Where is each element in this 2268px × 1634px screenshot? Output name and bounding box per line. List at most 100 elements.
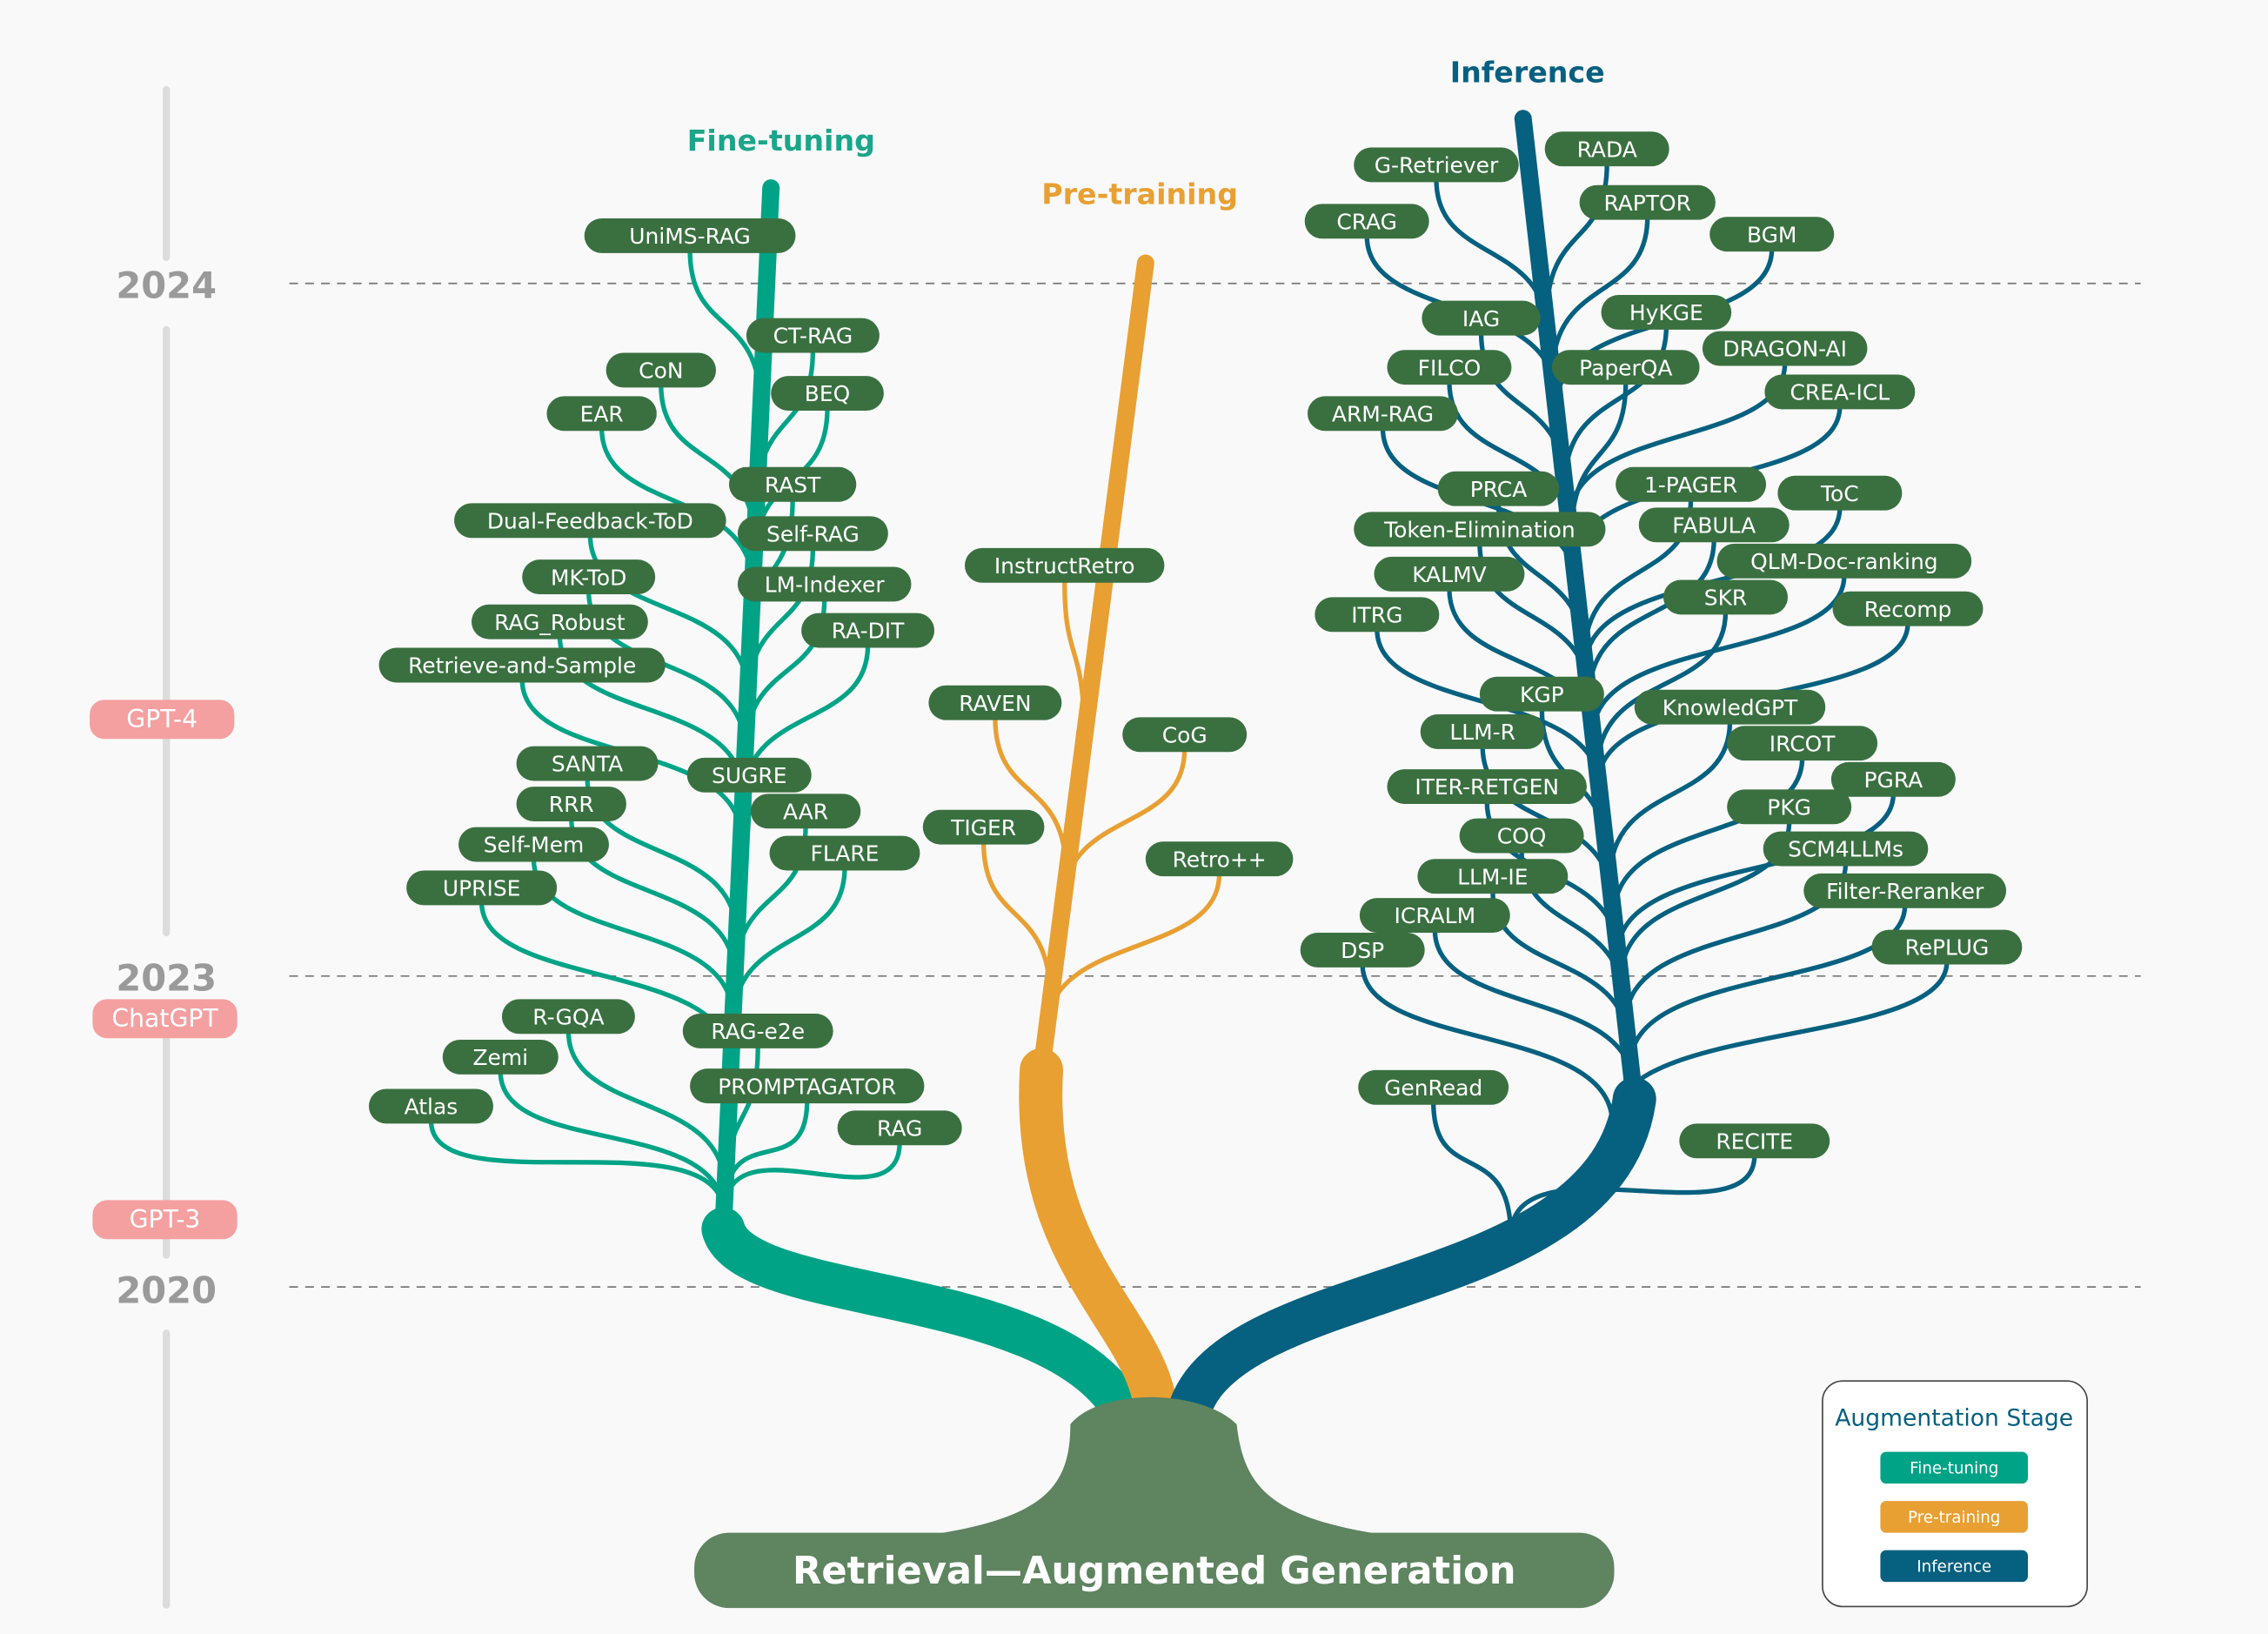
- method-node: IAG: [1422, 300, 1541, 336]
- method-node-pill: [605, 352, 717, 388]
- method-node: SANTA: [516, 746, 659, 781]
- branch-title-pre-training: Pre-training: [1041, 177, 1238, 211]
- method-node: InstructRetro: [964, 547, 1165, 583]
- legend-swatch-inference: [1880, 1550, 2029, 1583]
- method-node-pill: [516, 787, 626, 821]
- method-node-label: FILCO: [1418, 355, 1482, 380]
- method-node-pill: [442, 1039, 559, 1075]
- method-node-pill: [522, 559, 656, 595]
- method-node-pill: [1315, 597, 1440, 633]
- method-node-pill: [584, 218, 796, 253]
- method-node-label: UPRISE: [443, 876, 521, 901]
- method-node-pill: [454, 503, 726, 539]
- method-node: QLM-Doc-ranking: [1716, 543, 1972, 579]
- model-badge-label: GPT-3: [130, 1205, 201, 1234]
- method-node: RA-DIT: [801, 613, 935, 648]
- method-node: ARM-RAG: [1308, 396, 1458, 432]
- method-node: PRCA: [1437, 471, 1560, 506]
- method-node: RECITE: [1679, 1123, 1830, 1159]
- year-label: 2024: [116, 264, 217, 306]
- method-node: RRR: [516, 787, 626, 821]
- trunk-base-inference: [1164, 1077, 1656, 1446]
- method-node: KALMV: [1374, 556, 1525, 592]
- method-node: RAVEN: [928, 685, 1062, 720]
- method-node-label: RAPTOR: [1603, 191, 1691, 216]
- method-node-pill: [1122, 717, 1248, 753]
- trunk-base-fine_tuning: [701, 1207, 1154, 1446]
- method-node-pill: [1544, 131, 1669, 167]
- root: Retrieval—Augmented Generation: [694, 1396, 1615, 1609]
- method-node: BEQ: [771, 376, 884, 411]
- method-node-label: AAR: [783, 799, 828, 824]
- method-node-pill: [1354, 147, 1519, 183]
- method-node: LLM-IE: [1417, 859, 1569, 894]
- method-node: CT-RAG: [746, 318, 880, 353]
- method-node: PaperQA: [1551, 350, 1700, 385]
- method-node-label: Zemi: [472, 1045, 528, 1070]
- method-node: Dual-Feedback-ToD: [454, 503, 726, 539]
- method-node: 1-PAGER: [1616, 466, 1767, 502]
- branch-line: [1360, 964, 1615, 1124]
- method-node-label: CT-RAG: [773, 324, 853, 349]
- legend: Augmentation Stage Fine-tuning Pre-train…: [1822, 1380, 2089, 1608]
- method-node-pill: [1359, 898, 1510, 933]
- branch-line: [565, 1030, 728, 1190]
- method-node-label: ARM-RAG: [1332, 401, 1434, 426]
- method-node-pill: [1374, 556, 1525, 592]
- method-node: EAR: [546, 396, 657, 432]
- method-node-pill: [1354, 512, 1606, 547]
- branch-line: [498, 1071, 726, 1215]
- method-node-label: DSP: [1341, 938, 1384, 963]
- method-node-label: G-Retriever: [1375, 153, 1499, 178]
- method-node: Zemi: [442, 1039, 559, 1075]
- method-node-label: BEQ: [805, 381, 850, 406]
- method-nodes: UniMS-RAG CT-RAG CoN BEQ EAR RAST Dual-Feedbac…: [368, 131, 2023, 1159]
- method-node: Filter-Reranker: [1803, 873, 2007, 908]
- method-node: ToC: [1777, 475, 1903, 511]
- method-node-label: LM-Indexer: [765, 573, 886, 598]
- method-node-pill: [378, 647, 666, 683]
- timeline: 2024 2023 2020 GPT-4 ChatGPT GPT-3: [90, 85, 2141, 1609]
- method-node-label: Retrieve-and-Sample: [408, 653, 636, 679]
- method-node-pill: [1417, 859, 1569, 894]
- branch-line: [599, 427, 755, 587]
- method-node-label: R-GQA: [532, 1004, 604, 1029]
- method-node-pill: [737, 566, 912, 602]
- model-badge-label: ChatGPT: [111, 1004, 218, 1033]
- method-node-label: SCM4LLMs: [1788, 837, 1903, 862]
- method-node-pill: [1638, 507, 1790, 543]
- method-node-label: LLM-R: [1449, 720, 1515, 745]
- method-node-pill: [801, 613, 935, 648]
- method-node-label: KGP: [1520, 682, 1564, 707]
- method-node: RADA: [1544, 131, 1669, 167]
- legend-item: Fine-tuning: [1910, 1460, 1998, 1478]
- method-node: GenRead: [1358, 1069, 1509, 1105]
- branch-line: [1611, 757, 1805, 917]
- method-node: RAG_Robust: [472, 604, 648, 640]
- method-node-label: RAG_Robust: [494, 610, 626, 635]
- method-node: FILCO: [1387, 350, 1512, 385]
- method-node: KGP: [1479, 676, 1604, 712]
- branch-line: [730, 867, 847, 1027]
- method-node: ITRG: [1315, 597, 1440, 633]
- root-banner: [694, 1532, 1615, 1609]
- method-node: UniMS-RAG: [584, 218, 796, 253]
- method-node-label: RRR: [549, 792, 594, 817]
- method-node-pill: [1479, 676, 1604, 712]
- method-node-label: Dual-Feedback-ToD: [487, 508, 693, 533]
- method-node-label: RA-DIT: [832, 619, 905, 644]
- method-node-label: KALMV: [1412, 562, 1486, 587]
- branch-line: [721, 1142, 902, 1215]
- method-node: SCM4LLMs: [1763, 831, 1929, 867]
- method-node: HyKGE: [1601, 295, 1732, 330]
- model-badge-label: GPT-4: [126, 705, 197, 733]
- branch-line: [1508, 1155, 1757, 1236]
- branch-line: [1431, 1102, 1514, 1236]
- method-node: Recomp: [1832, 591, 1984, 626]
- method-node-label: QLM-Doc-ranking: [1750, 549, 1937, 574]
- trunk-base-pre_training: [1019, 1048, 1180, 1446]
- method-node-pill: [737, 516, 888, 552]
- method-node: RAST: [728, 466, 857, 502]
- method-node-label: COQ: [1497, 824, 1547, 849]
- method-node: CoN: [605, 352, 717, 388]
